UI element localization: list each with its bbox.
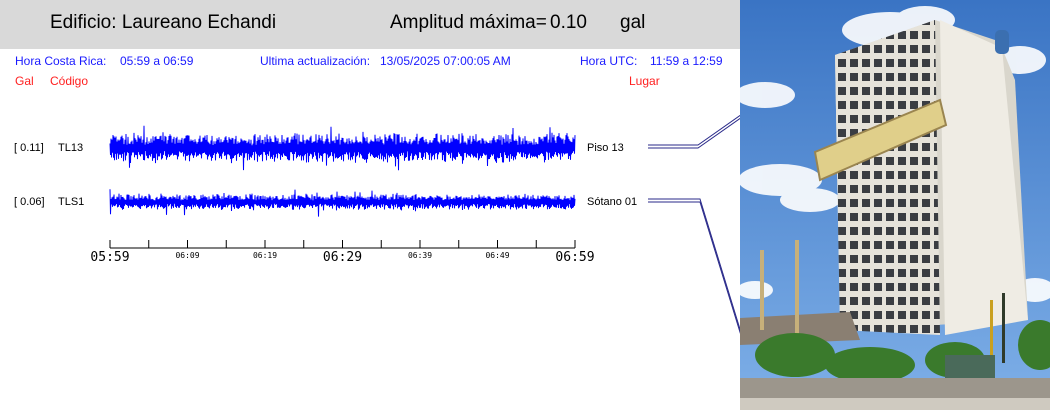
update-value: 13/05/2025 07:00:05 AM xyxy=(380,54,511,68)
leader-line-piso-13 xyxy=(648,114,740,146)
seismogram-plot: 05:59 06:09 06:19 06:29 06:39 06:49 06:59 xyxy=(90,114,740,334)
channel-1-place: Piso 13 xyxy=(587,142,624,154)
utc-range: 11:59 a 12:59 xyxy=(650,54,723,68)
building-label: Edificio: xyxy=(50,12,117,33)
building-facade xyxy=(835,20,940,335)
x-tick-label: 06:19 xyxy=(253,251,277,260)
building-side xyxy=(940,20,1028,335)
column-gal: Gal xyxy=(15,74,34,88)
leader-line-sotano-01 xyxy=(648,198,740,331)
leader-lines xyxy=(648,114,740,334)
column-place: Lugar xyxy=(629,74,660,88)
amplitude-label: Amplitud máxima= xyxy=(390,12,547,33)
x-tick-label: 06:49 xyxy=(485,251,509,260)
building-photo xyxy=(740,0,1050,410)
x-tick-label: 05:59 xyxy=(90,250,129,265)
header-bar: Edificio: Laureano Echandi Amplitud máxi… xyxy=(0,0,740,49)
utc-label: Hora UTC: xyxy=(580,54,638,68)
x-tick-label: 06:39 xyxy=(408,251,432,260)
local-time-range: 05:59 a 06:59 xyxy=(120,54,194,68)
amplitude-unit: gal xyxy=(620,12,646,33)
update-label: Ultima actualización: xyxy=(260,54,371,68)
trace-tl13 xyxy=(109,125,576,171)
x-tick-label: 06:59 xyxy=(555,250,594,265)
seismogram-traces xyxy=(109,125,576,217)
building-name: Laureano Echandi xyxy=(121,12,277,33)
leader-line-piso-13 xyxy=(648,117,740,149)
annex-building xyxy=(740,312,860,345)
building-logo xyxy=(995,30,1009,54)
channel-1-peak: [ 0.11] xyxy=(14,142,44,154)
amplitude-value: 0.10 xyxy=(550,12,587,33)
building-title: Edificio: Laureano Echandi xyxy=(50,12,276,34)
column-code: Código xyxy=(50,74,89,88)
channel-2-code: TLS1 xyxy=(58,196,85,208)
leader-line-sotano-01 xyxy=(648,201,740,334)
local-time-label: Hora Costa Rica: xyxy=(15,54,107,68)
time-axis: 05:59 06:09 06:19 06:29 06:39 06:49 06:59 xyxy=(90,240,595,265)
x-tick-label: 06:09 xyxy=(175,251,199,260)
channel-2-peak: [ 0.06] xyxy=(14,196,45,208)
canopy-band xyxy=(813,98,948,182)
channel-2-place: Sótano 01 xyxy=(587,196,638,208)
channel-1-code: TL13 xyxy=(58,142,84,154)
x-tick-label: 06:29 xyxy=(323,250,362,265)
trace-tls1 xyxy=(109,189,576,217)
